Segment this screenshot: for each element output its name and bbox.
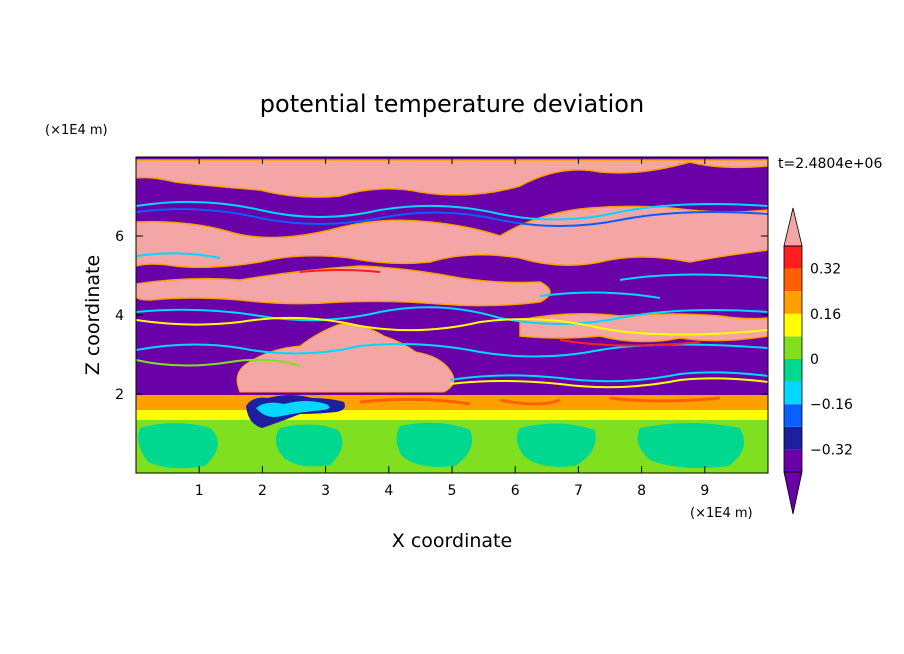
x-tick-label: 1 xyxy=(195,483,204,499)
chart-title: potential temperature deviation xyxy=(260,90,644,118)
x-tick-label: 4 xyxy=(384,483,393,499)
y-axis-label: Z coordinate xyxy=(82,255,104,375)
colorbar-label: −0.16 xyxy=(810,397,853,413)
x-tick-label: 6 xyxy=(511,483,520,499)
colorbar: 0.32 0.16 0 −0.16 −0.32 xyxy=(783,207,853,515)
field-cyan-dip xyxy=(256,401,330,417)
colorbar-over-arrow xyxy=(783,207,803,247)
x-unit-label: (×1E4 m) xyxy=(690,506,753,521)
colorbar-frame xyxy=(783,245,803,473)
x-tick-label: 5 xyxy=(448,483,457,499)
x-tick-label: 8 xyxy=(637,483,646,499)
colorbar-segment xyxy=(784,404,802,427)
colorbar-segment xyxy=(784,291,802,314)
colorbar-segment xyxy=(784,381,802,405)
colorbar-segment xyxy=(784,336,802,359)
field-teal-cells xyxy=(138,422,744,469)
field-pink-right xyxy=(519,313,768,343)
colorbar-label: −0.32 xyxy=(810,442,853,458)
time-label: t=2.4804e+06 xyxy=(778,156,882,172)
x-axis-label: X coordinate xyxy=(392,530,512,552)
y-unit-label: (×1E4 m) xyxy=(45,123,108,138)
field-pink-top xyxy=(136,159,768,198)
x-tick-label: 9 xyxy=(700,483,709,499)
x-tick-label: 3 xyxy=(321,483,330,499)
colorbar-label: 0.16 xyxy=(810,307,841,323)
colorbar-label: 0.32 xyxy=(810,262,841,278)
y-tick-label: 2 xyxy=(115,387,124,403)
plot-area xyxy=(136,157,768,473)
x-axis-ticks: 1 2 3 4 5 6 7 8 9 xyxy=(195,157,709,499)
colorbar-segment xyxy=(784,268,802,292)
colorbar-segment xyxy=(784,426,802,450)
colorbar-segment xyxy=(784,359,802,382)
y-axis-ticks: 2 4 6 xyxy=(115,229,768,403)
colorbar-segment xyxy=(784,246,802,269)
y-tick-label: 6 xyxy=(115,229,124,245)
x-tick-label: 7 xyxy=(574,483,583,499)
colorbar-segment xyxy=(784,449,802,472)
colorbar-under-arrow xyxy=(783,471,803,515)
colorbar-segment xyxy=(784,313,802,337)
field-red-streaks xyxy=(359,396,721,406)
colorbar-label: 0 xyxy=(810,352,819,368)
y-tick-label: 4 xyxy=(115,308,124,324)
x-tick-label: 2 xyxy=(258,483,267,499)
frontal-contours xyxy=(136,200,768,389)
